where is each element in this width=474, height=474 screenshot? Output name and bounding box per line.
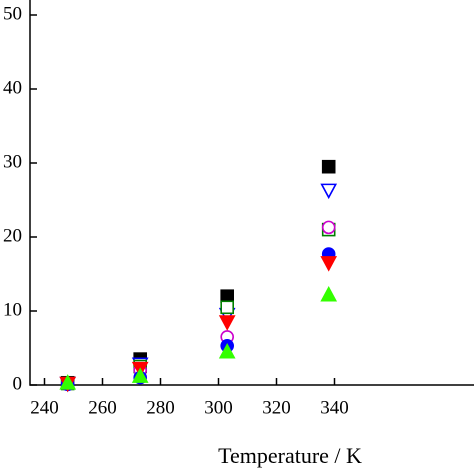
marker [220, 289, 234, 304]
x-tick-label: 320 [262, 397, 291, 418]
marker [218, 343, 236, 359]
x-axis-label: Temperature / K [218, 443, 362, 468]
y-tick-label: 30 [3, 151, 22, 172]
marker [59, 374, 77, 390]
y-tick-label: 0 [13, 373, 23, 394]
x-tick-label: 240 [30, 397, 59, 418]
y-tick-label: 50 [3, 3, 22, 24]
x-tick-label: 300 [204, 397, 233, 418]
marker [220, 300, 234, 315]
y-tick-label: 40 [3, 77, 22, 98]
x-tick-label: 280 [146, 397, 175, 418]
y-tick-label: 20 [3, 225, 22, 246]
marker [320, 286, 338, 302]
plot-frame [29, 0, 474, 386]
x-tick-label: 260 [88, 397, 117, 418]
marker [321, 220, 336, 235]
marker [131, 367, 149, 383]
x-tick-label: 340 [320, 397, 349, 418]
marker [321, 159, 336, 174]
marker [320, 256, 338, 272]
marker [218, 315, 236, 331]
y-tick-label: 10 [3, 299, 22, 320]
marker [320, 183, 338, 200]
